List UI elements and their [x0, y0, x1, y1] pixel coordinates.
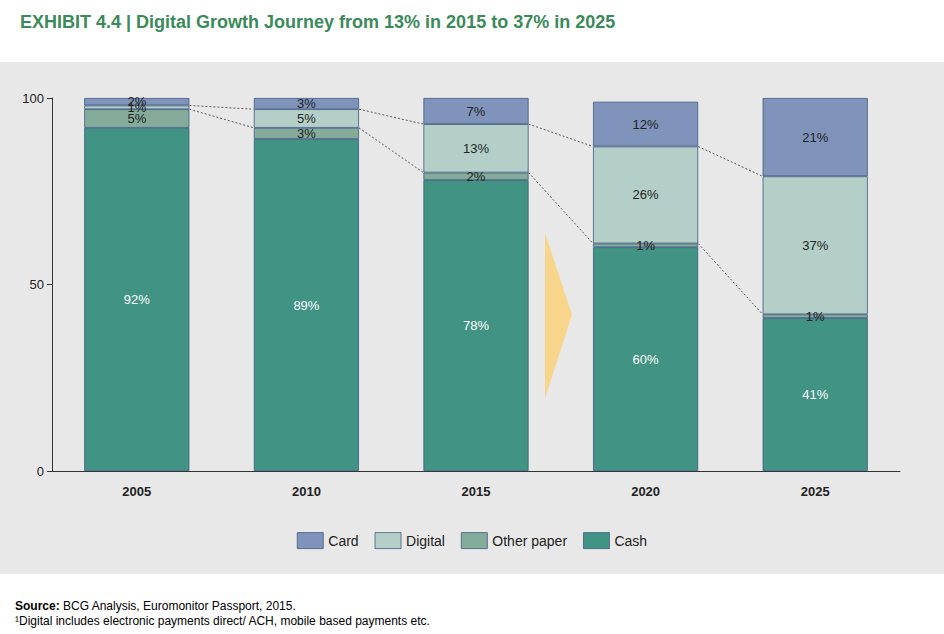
svg-text:21%: 21% [802, 130, 828, 145]
svg-text:2010: 2010 [292, 484, 321, 499]
svg-text:50: 50 [30, 277, 44, 292]
svg-text:7%: 7% [467, 104, 486, 119]
svg-text:89%: 89% [293, 298, 319, 313]
svg-text:60%: 60% [633, 352, 659, 367]
svg-text:12%: 12% [633, 117, 659, 132]
svg-text:3%: 3% [297, 96, 316, 111]
svg-text:Card: Card [328, 533, 358, 549]
svg-text:78%: 78% [463, 318, 489, 333]
svg-text:26%: 26% [633, 187, 659, 202]
svg-text:37%: 37% [802, 238, 828, 253]
svg-text:13%: 13% [463, 141, 489, 156]
svg-text:1%: 1% [636, 238, 655, 253]
svg-text:BCG Analysis, Euromonitor Pass: BCG Analysis, Euromonitor Passport, 2015… [60, 599, 296, 613]
svg-text:41%: 41% [802, 387, 828, 402]
svg-text:5%: 5% [127, 111, 147, 126]
svg-text:Digital: Digital [406, 533, 445, 549]
svg-text:¹Digital includes electronic p: ¹Digital includes electronic payments di… [15, 614, 430, 628]
svg-text:100: 100 [22, 91, 44, 106]
svg-text:2%: 2% [127, 94, 146, 109]
svg-text:EXHIBIT 4.4 | Digital Growth J: EXHIBIT 4.4 | Digital Growth Journey fro… [20, 12, 615, 32]
svg-text:2020: 2020 [631, 484, 660, 499]
svg-text:3%: 3% [297, 126, 316, 141]
svg-text:Other paper: Other paper [492, 533, 567, 549]
svg-text:0: 0 [37, 464, 44, 479]
svg-text:Cash: Cash [614, 533, 647, 549]
svg-text:1%: 1% [806, 309, 825, 324]
svg-text:2015: 2015 [462, 484, 491, 499]
svg-text:2%: 2% [467, 169, 486, 184]
svg-text:5%: 5% [297, 111, 316, 126]
svg-text:2025: 2025 [801, 484, 830, 499]
svg-text:Source:: Source: [15, 599, 60, 613]
svg-text:2005: 2005 [122, 484, 151, 499]
svg-text:92%: 92% [124, 292, 150, 307]
